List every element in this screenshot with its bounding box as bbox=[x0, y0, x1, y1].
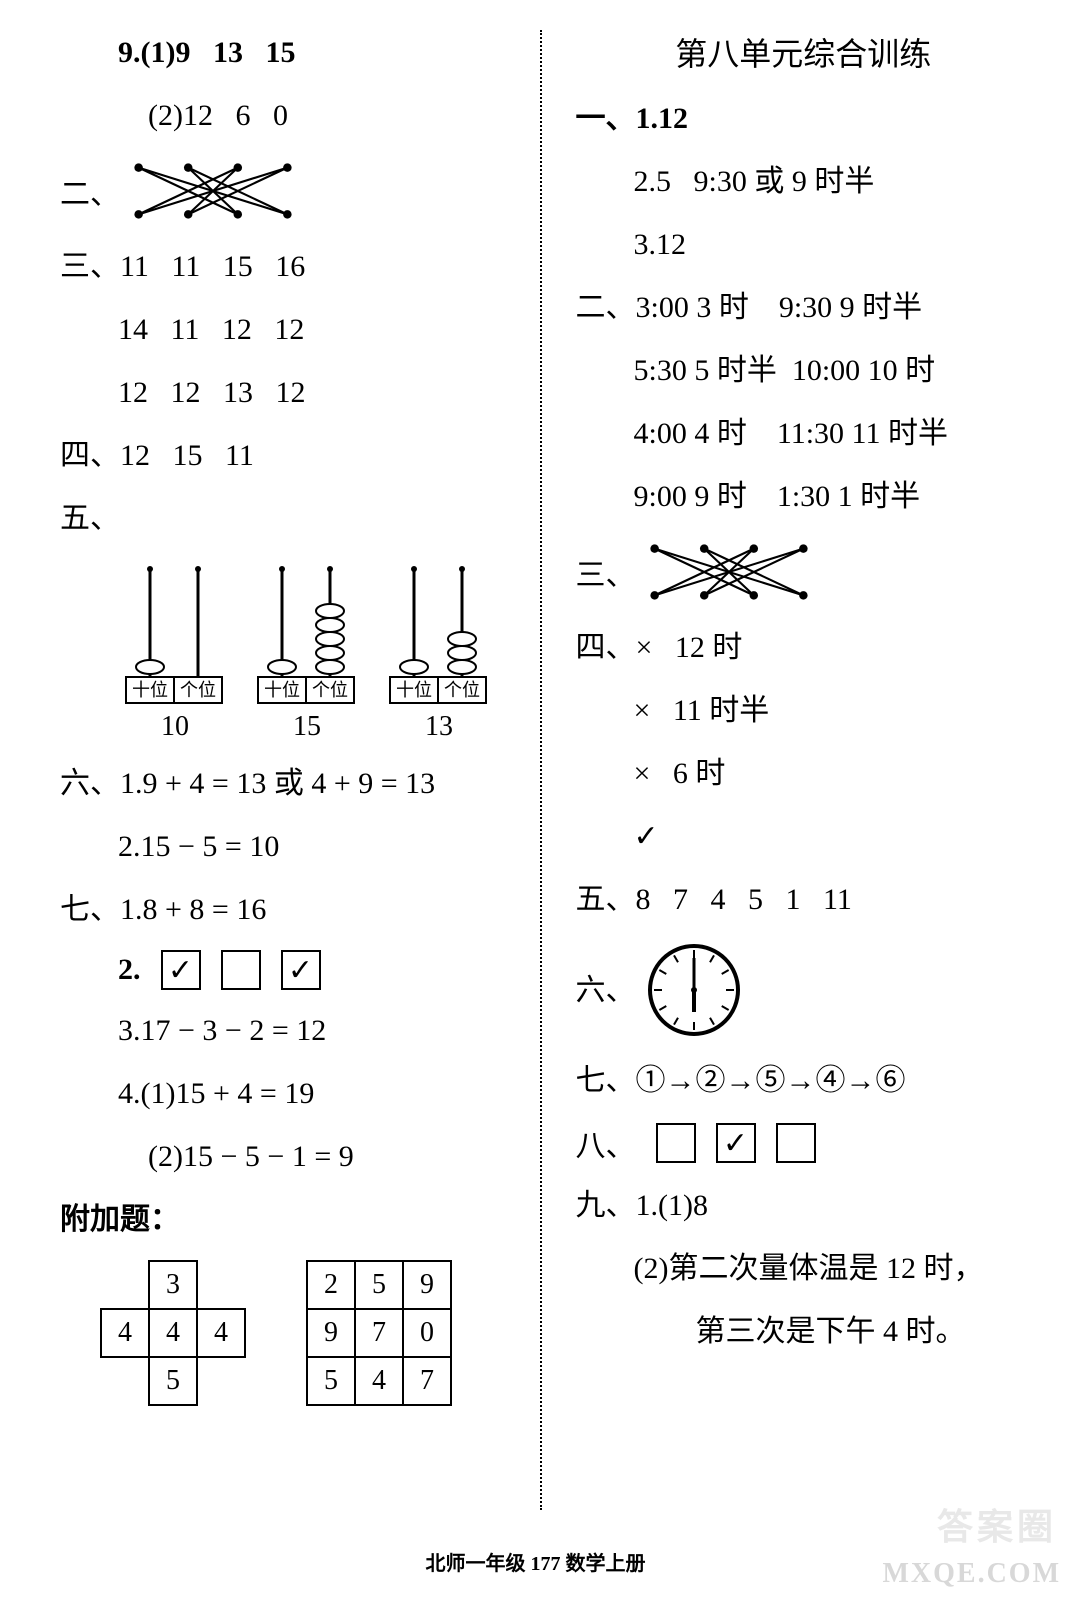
abacus: 十位 个位 13 bbox=[384, 559, 494, 743]
grid-3x3: 259970547 bbox=[306, 1260, 452, 1406]
q6-2: 2.15 − 5 = 10 bbox=[60, 824, 516, 869]
q7-2-label: 2. bbox=[118, 953, 141, 987]
cell: 7 bbox=[403, 1357, 451, 1405]
cell: 0 bbox=[403, 1309, 451, 1357]
r2-4: 9:00 9 时 1:30 1 时半 bbox=[576, 474, 1032, 519]
left-column: 9.(1)9 13 15 (2)12 6 0 二、 三、11 11 15 16 … bbox=[60, 30, 536, 1510]
q3-row2: 14 11 12 12 bbox=[60, 307, 516, 352]
r2-2: 5:30 5 时半 10:00 10 时 bbox=[576, 348, 1032, 393]
r6-clock: 六、 bbox=[576, 940, 1032, 1040]
r7: 七、①→②→⑤→④→⑥ bbox=[576, 1058, 1032, 1103]
cell: 5 bbox=[149, 1357, 197, 1405]
r3-cross: 三、 bbox=[576, 537, 1032, 607]
svg-text:个位: 个位 bbox=[180, 680, 216, 700]
q5-label: 五、 bbox=[60, 496, 516, 541]
cell: 4 bbox=[355, 1357, 403, 1405]
r4-4: ✓ bbox=[576, 814, 1032, 859]
abacus: 十位 个位 10 bbox=[120, 559, 230, 743]
q7-4-2: (2)15 − 5 − 1 = 9 bbox=[60, 1134, 516, 1179]
q2-cross: 二、 bbox=[60, 156, 516, 226]
checkbox bbox=[221, 950, 261, 990]
plus-grid: 3 444 5 bbox=[100, 1260, 246, 1406]
cell: 2 bbox=[307, 1261, 355, 1309]
svg-text:十位: 十位 bbox=[132, 680, 168, 700]
q7-3: 3.17 − 3 − 2 = 12 bbox=[60, 1008, 516, 1053]
q2-label: 二、 bbox=[60, 169, 120, 213]
r8-checks: 八、 ✓ bbox=[576, 1121, 1032, 1165]
r1-3: 3.12 bbox=[576, 222, 1032, 267]
cell: 5 bbox=[355, 1261, 403, 1309]
r9-1: 九、1.(1)8 bbox=[576, 1183, 1032, 1228]
r2-3: 4:00 4 时 11:30 11 时半 bbox=[576, 411, 1032, 456]
checkbox: ✓ bbox=[716, 1123, 756, 1163]
svg-text:个位: 个位 bbox=[312, 680, 348, 700]
q3-row3: 12 12 13 12 bbox=[60, 370, 516, 415]
q9-1: 9.(1)9 13 15 bbox=[60, 30, 516, 75]
watermark-top: 答案圈 bbox=[937, 1498, 1057, 1550]
cell: 4 bbox=[149, 1309, 197, 1357]
cell: 4 bbox=[197, 1309, 245, 1357]
q9-2: (2)12 6 0 bbox=[60, 93, 516, 138]
svg-text:个位: 个位 bbox=[444, 680, 480, 700]
watermark: MXQE.COM bbox=[882, 1558, 1061, 1590]
cell: 7 bbox=[355, 1309, 403, 1357]
r6-label: 六、 bbox=[576, 968, 636, 1013]
cell: 4 bbox=[101, 1309, 149, 1357]
q7-4-1: 4.(1)15 + 4 = 19 bbox=[60, 1071, 516, 1116]
q7-1: 七、1.8 + 8 = 16 bbox=[60, 887, 516, 932]
extra-grids: 3 444 5 259970547 bbox=[100, 1260, 516, 1406]
unit-title: 第八单元综合训练 bbox=[576, 30, 1032, 78]
q4: 四、12 15 11 bbox=[60, 433, 516, 478]
cell: 3 bbox=[149, 1261, 197, 1309]
right-column: 第八单元综合训练 一、1.12 2.5 9:30 或 9 时半 3.12 二、3… bbox=[546, 30, 1032, 1510]
cell: 9 bbox=[307, 1309, 355, 1357]
r8-label: 八、 bbox=[576, 1121, 636, 1165]
extra-label: 附加题： bbox=[60, 1197, 516, 1242]
column-divider bbox=[540, 30, 542, 1510]
r9-2: (2)第二次量体温是 12 时， bbox=[576, 1246, 1032, 1291]
cell: 5 bbox=[307, 1357, 355, 1405]
abacus-row: 十位 个位 10 十位 个位 15 十位 个位 13 bbox=[120, 559, 516, 743]
checkbox bbox=[776, 1123, 816, 1163]
svg-text:十位: 十位 bbox=[264, 680, 300, 700]
r5: 五、8 7 4 5 1 11 bbox=[576, 877, 1032, 922]
checkbox: ✓ bbox=[281, 950, 321, 990]
abacus: 十位 个位 15 bbox=[252, 559, 362, 743]
cell: 9 bbox=[403, 1261, 451, 1309]
r1-1: 一、1.12 bbox=[576, 96, 1032, 141]
r4-2: × 11 时半 bbox=[576, 688, 1032, 733]
checkbox: ✓ bbox=[161, 950, 201, 990]
matching-diagram-icon bbox=[128, 156, 298, 226]
r3-label: 三、 bbox=[576, 550, 636, 594]
r2-1: 二、3:00 3 时 9:30 9 时半 bbox=[576, 285, 1032, 330]
r9-3: 第三次是下午 4 时。 bbox=[576, 1309, 1032, 1354]
r4-1: 四、× 12 时 bbox=[576, 625, 1032, 670]
q7-2-checks: 2. ✓ ✓ bbox=[60, 950, 516, 990]
q3-row1: 三、11 11 15 16 bbox=[60, 244, 516, 289]
r1-2: 2.5 9:30 或 9 时半 bbox=[576, 159, 1032, 204]
clock-icon bbox=[644, 940, 744, 1040]
svg-text:十位: 十位 bbox=[396, 680, 432, 700]
checkbox bbox=[656, 1123, 696, 1163]
matching-diagram-icon bbox=[644, 537, 814, 607]
q6-1: 六、1.9 + 4 = 13 或 4 + 9 = 13 bbox=[60, 761, 516, 806]
r4-3: × 6 时 bbox=[576, 751, 1032, 796]
